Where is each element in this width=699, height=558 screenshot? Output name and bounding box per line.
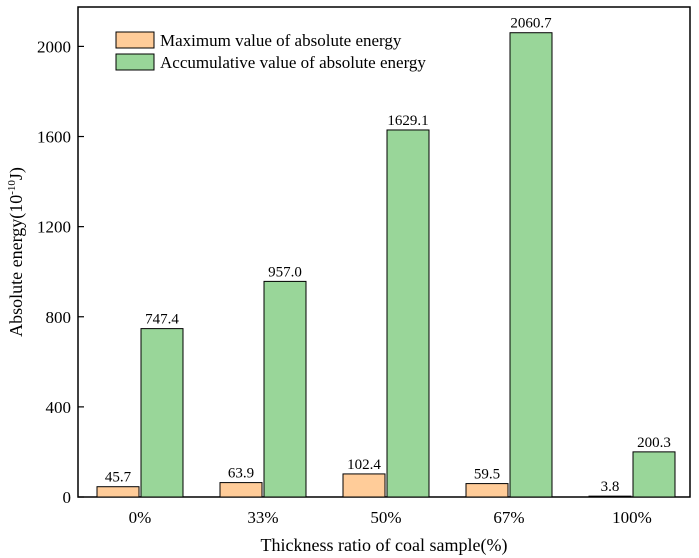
y-tick-label: 400 [46, 398, 72, 417]
data-labels-group: 45.7 747.4 63.9 957.0 102.4 1629.1 59.5 2060.7 3… [105, 16, 671, 495]
x-tick-label: 50% [370, 508, 401, 527]
y-axis-title: Absolute energy(10-10J) [6, 167, 27, 337]
x-tick-label: 33% [247, 508, 278, 527]
bar-max-value [342, 473, 386, 498]
y-axis-title-exponent: -10 [6, 180, 18, 195]
data-label-accumulative: 2060.7 [510, 16, 552, 32]
legend-swatch-accumulative [115, 53, 155, 71]
bar-accumulative-value [509, 32, 553, 498]
y-tick-label: 2000 [37, 37, 71, 56]
y-tick-label: 1200 [37, 218, 71, 237]
legend-swatch-max [115, 31, 155, 49]
data-label-accumulative: 200.3 [637, 435, 671, 451]
bar-max-value [465, 483, 509, 498]
bars-group [96, 32, 676, 498]
y-axis-title-unit: J) [6, 167, 27, 180]
x-axis-title: Thickness ratio of coal sample(%) [261, 535, 508, 556]
data-label-accumulative: 957.0 [268, 264, 302, 280]
data-label-accumulative: 747.4 [145, 312, 179, 328]
legend-label-max: Maximum value of absolute energy [160, 31, 402, 50]
y-tick-label: 1600 [37, 128, 71, 147]
data-label-max: 3.8 [601, 479, 620, 495]
legend: Maximum value of absolute energy Accumul… [115, 31, 426, 72]
x-axis: 0% 33% 50% 67% 100% [129, 508, 652, 527]
y-tick-label: 800 [46, 308, 72, 327]
legend-label-accumulative: Accumulative value of absolute energy [160, 53, 426, 72]
x-tick-label: 100% [612, 508, 652, 527]
y-tick-label: 0 [63, 488, 72, 507]
bar-accumulative-value [140, 328, 184, 498]
y-axis-title-main: Absolute energy(10 [6, 195, 27, 337]
bar-max-value [219, 482, 263, 498]
data-label-max: 102.4 [347, 457, 381, 473]
x-tick-label: 67% [493, 508, 524, 527]
bar-accumulative-value [263, 280, 307, 498]
data-label-max: 45.7 [105, 470, 132, 486]
data-label-max: 63.9 [228, 466, 254, 482]
y-axis: 0 400 800 1200 1600 2000 [37, 37, 84, 507]
data-label-max: 59.5 [474, 467, 500, 483]
bar-max-value [588, 495, 632, 498]
bar-accumulative-value [632, 451, 676, 498]
data-label-accumulative: 1629.1 [387, 113, 428, 129]
bar-accumulative-value [386, 129, 430, 498]
bar-max-value [96, 486, 140, 498]
x-tick-label: 0% [129, 508, 152, 527]
